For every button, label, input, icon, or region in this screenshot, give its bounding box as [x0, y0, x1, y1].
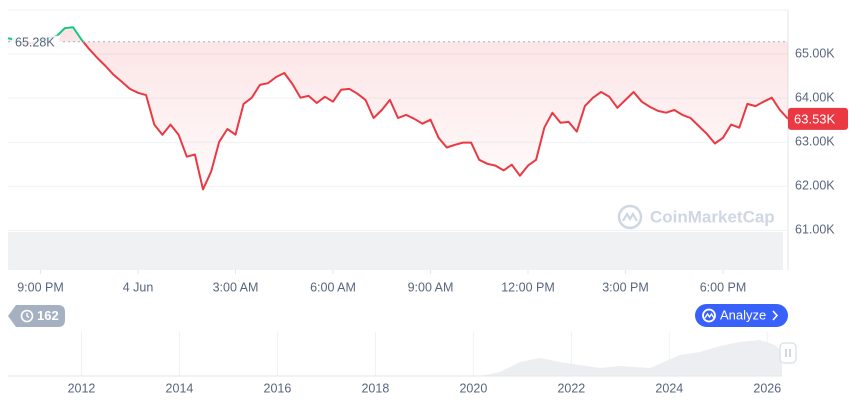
analyze-button[interactable]: Analyze	[695, 304, 788, 327]
x-tick-label: 12:00 PM	[501, 280, 555, 294]
watermark-logo-mark	[622, 211, 638, 222]
volume-panel	[8, 232, 783, 270]
x-tick-label: 6:00 AM	[310, 280, 356, 294]
x-tick-label: 9:00 PM	[17, 280, 64, 294]
badge-icon	[20, 309, 34, 323]
analyze-button-bg[interactable]	[695, 304, 788, 327]
last-price-tag	[788, 107, 848, 130]
badge-icon-hands	[26, 313, 30, 319]
watermark-logo	[617, 204, 643, 230]
badge-text: 162	[37, 308, 59, 323]
price-line	[7, 26, 789, 191]
overview-tick-label: 2022	[557, 381, 585, 395]
badge-bg[interactable]	[8, 305, 65, 327]
x-tick-label: 9:00 AM	[408, 280, 454, 294]
y-tick-label: 65.00K	[795, 46, 835, 60]
overview-tick-label: 2018	[361, 381, 389, 395]
analyze-icon-mark	[704, 312, 715, 319]
overview-handle[interactable]	[779, 342, 797, 364]
y-tick-label: 63.00K	[795, 135, 835, 149]
x-tick-label: 6:00 PM	[700, 280, 747, 294]
overview-tick-label: 2026	[753, 381, 781, 395]
area-fill	[8, 27, 788, 190]
plot: 65.28K 63.53K	[7, 26, 848, 191]
x-tick-label: 4 Jun	[123, 280, 154, 294]
history-badge[interactable]: 162	[8, 305, 65, 327]
reference-label: 65.28K	[15, 36, 55, 50]
y-tick-label: 64.00K	[795, 90, 835, 104]
overview-tick-label: 2012	[68, 381, 96, 395]
x-tick-label: 3:00 AM	[213, 280, 259, 294]
overview-tick-label: 2016	[264, 381, 292, 395]
analyze-icon	[702, 308, 716, 323]
y-tick-label: 61.00K	[795, 223, 835, 237]
overview-tick-label: 2024	[655, 381, 683, 395]
overview-tick-label: 2014	[166, 381, 194, 395]
watermark-text: CoinMarketCap	[650, 207, 775, 226]
y-tick-label: 62.00K	[795, 179, 835, 193]
x-tick-label: 3:00 PM	[602, 280, 649, 294]
last-price-label: 63.53K	[794, 111, 836, 126]
reference-label-bg	[12, 35, 60, 50]
analyze-text: Analyze	[720, 307, 766, 322]
overview	[8, 340, 797, 377]
analyze-chevron	[772, 310, 779, 321]
overview-area	[8, 340, 782, 376]
overview-tick-label: 2020	[459, 381, 487, 395]
watermark: CoinMarketCap	[617, 204, 775, 230]
